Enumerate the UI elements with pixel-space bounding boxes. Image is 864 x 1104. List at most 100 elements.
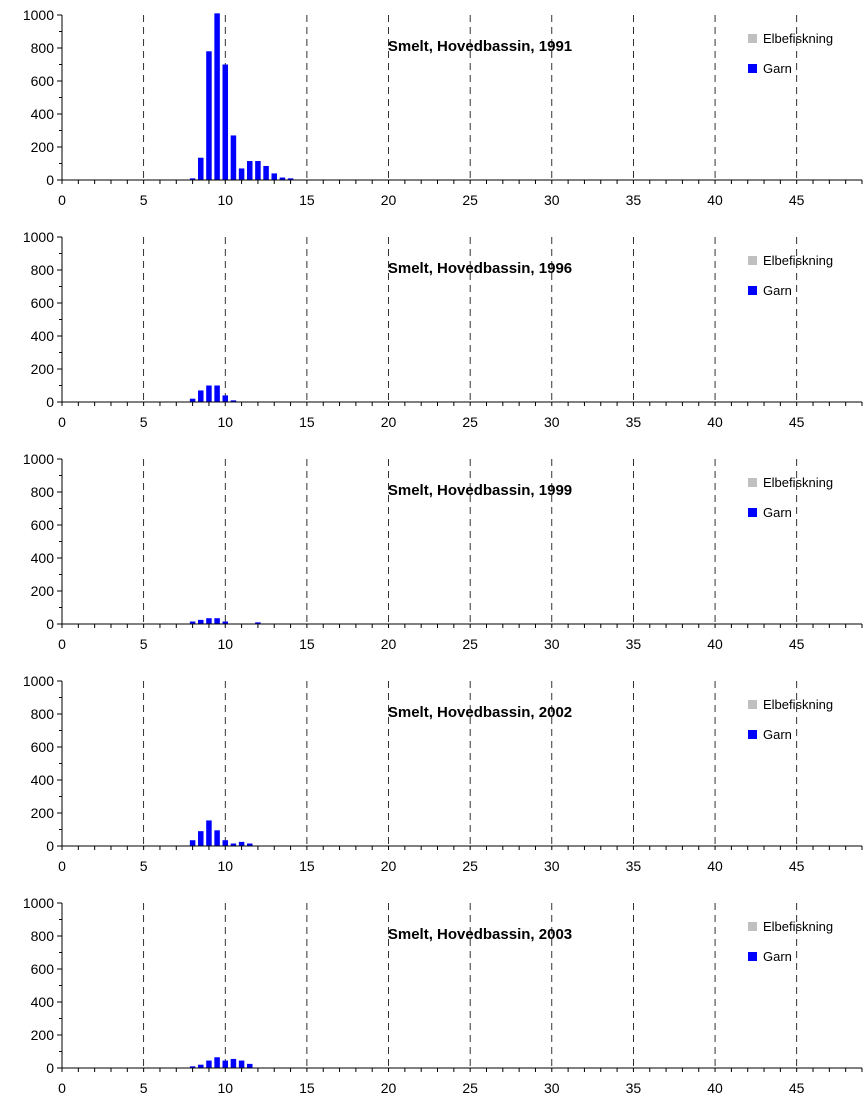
x-tick-label: 10: [217, 636, 233, 652]
bar-garn: [206, 1060, 212, 1068]
y-tick-label: 600: [31, 739, 55, 755]
x-tick-label: 15: [299, 636, 315, 652]
legend: Elbefiskning Garn: [748, 253, 833, 298]
bar-garn: [287, 178, 294, 180]
bar-garn: [206, 385, 212, 402]
bar-garn: [222, 1060, 229, 1068]
x-tick-label: 0: [58, 636, 66, 652]
x-tick-label: 40: [707, 1080, 723, 1096]
y-tick-label: 0: [46, 394, 54, 410]
legend-label-elbefiskning: Elbefiskning: [763, 919, 833, 934]
legend-swatch-garn: [748, 286, 757, 295]
legend-swatch-garn: [748, 508, 757, 517]
bar-garn: [189, 1066, 196, 1068]
bar-garn: [198, 831, 204, 846]
chart-title: Smelt, Hovedbassin, 2003: [388, 926, 572, 943]
y-tick-label: 1000: [23, 895, 54, 911]
bar-garn: [222, 840, 229, 846]
y-tick-label: 0: [46, 172, 54, 188]
legend-swatch-garn: [748, 952, 757, 961]
x-tick-label: 20: [381, 636, 397, 652]
x-tick-label: 15: [299, 858, 315, 874]
x-tick-label: 10: [217, 192, 233, 208]
x-tick-label: 10: [217, 858, 233, 874]
bar-garn: [189, 621, 196, 624]
x-tick-label: 20: [381, 192, 397, 208]
x-tick-label: 5: [140, 414, 148, 430]
x-tick-label: 40: [707, 414, 723, 430]
bar-garn: [247, 161, 253, 180]
x-tick-label: 0: [58, 414, 66, 430]
legend: Elbefiskning Garn: [748, 31, 833, 76]
y-tick-label: 600: [31, 295, 55, 311]
x-tick-label: 35: [626, 636, 642, 652]
y-tick-label: 0: [46, 1060, 54, 1076]
bar-garn: [222, 621, 229, 624]
y-tick-label: 1000: [23, 7, 54, 23]
chart-panel-3: 0 200 400 600 800 1000 0 5 10 15 20 25 30 35 40 45 Smelt…: [23, 451, 863, 652]
legend: Elbefiskning Garn: [748, 919, 833, 964]
bar-garn: [214, 385, 220, 402]
legend-swatch-elbefiskning: [748, 478, 757, 487]
x-tick-label: 30: [544, 636, 560, 652]
bar-garn: [214, 1057, 220, 1068]
bar-garn: [206, 820, 212, 846]
bar-garn: [206, 618, 212, 624]
chart-title: Smelt, Hovedbassin, 1991: [388, 38, 572, 55]
x-tick-label: 20: [381, 858, 397, 874]
bar-garn: [255, 161, 261, 180]
y-tick-label: 400: [31, 994, 55, 1010]
legend-swatch-elbefiskning: [748, 922, 757, 931]
x-tick-label: 45: [789, 1080, 805, 1096]
y-tick-label: 800: [31, 484, 55, 500]
x-tick-label: 40: [707, 192, 723, 208]
x-tick-label: 25: [462, 414, 478, 430]
x-tick-label: 20: [381, 414, 397, 430]
y-tick-label: 200: [31, 805, 55, 821]
legend-label-elbefiskning: Elbefiskning: [763, 253, 833, 268]
x-tick-label: 30: [544, 858, 560, 874]
x-tick-label: 35: [626, 1080, 642, 1096]
legend-label-garn: Garn: [763, 727, 792, 742]
legend-label-elbefiskning: Elbefiskning: [763, 31, 833, 46]
bar-garn: [198, 619, 204, 624]
bar-garn: [279, 177, 286, 180]
y-tick-label: 1000: [23, 229, 54, 245]
x-tick-label: 25: [462, 192, 478, 208]
y-tick-label: 0: [46, 838, 54, 854]
y-tick-label: 0: [46, 616, 54, 632]
y-tick-label: 200: [31, 1027, 55, 1043]
bar-garn: [230, 1058, 237, 1068]
x-tick-label: 40: [707, 636, 723, 652]
bar-garn: [214, 830, 220, 846]
chart-title: Smelt, Hovedbassin, 1996: [388, 260, 572, 277]
y-tick-label: 400: [31, 772, 55, 788]
bar-garn: [230, 843, 237, 846]
legend-label-garn: Garn: [763, 283, 792, 298]
bar-garn: [198, 157, 204, 180]
legend: Elbefiskning Garn: [748, 475, 833, 520]
bar-garn: [238, 841, 245, 846]
legend-label-garn: Garn: [763, 949, 792, 964]
x-tick-label: 0: [58, 1080, 66, 1096]
bar-garn: [189, 840, 196, 846]
bar-garn: [214, 618, 220, 624]
y-tick-label: 200: [31, 139, 55, 155]
bar-garn: [198, 1064, 204, 1068]
y-tick-label: 400: [31, 328, 55, 344]
x-tick-label: 5: [140, 636, 148, 652]
legend: Elbefiskning Garn: [748, 697, 833, 742]
legend-swatch-garn: [748, 64, 757, 73]
chart-title: Smelt, Hovedbassin, 1999: [388, 482, 572, 499]
legend-swatch-elbefiskning: [748, 700, 757, 709]
x-tick-label: 15: [299, 1080, 315, 1096]
chart-panel-1: 0 200 400 600 800 1000 0 5 10 15 20 25 30 35 40 45 Smelt…: [23, 7, 863, 208]
x-tick-label: 10: [217, 1080, 233, 1096]
y-tick-label: 600: [31, 961, 55, 977]
x-tick-label: 25: [462, 636, 478, 652]
x-tick-label: 30: [544, 192, 560, 208]
bar-garn: [206, 51, 212, 180]
bar-garn: [230, 400, 237, 402]
x-tick-label: 5: [140, 192, 148, 208]
